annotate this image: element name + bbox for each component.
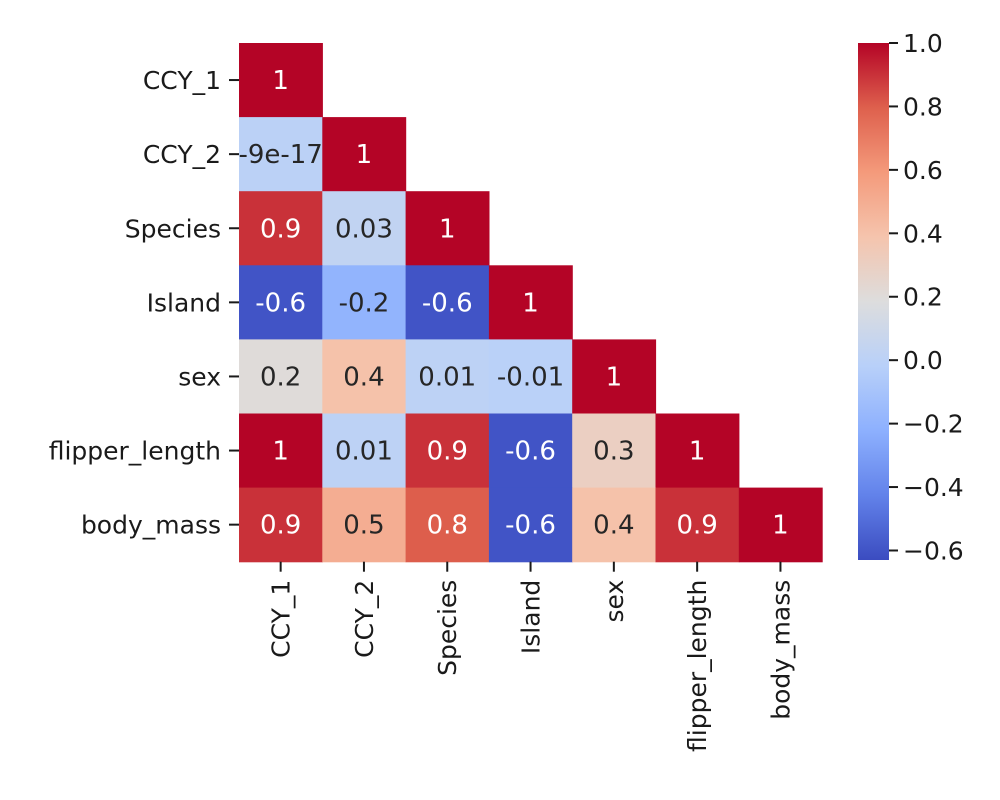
y-tick-label: CCY_1 (143, 66, 221, 95)
cell-annotation: -0.2 (339, 288, 390, 318)
heatmap-cell-flipper_length-flipper_length (655, 413, 740, 489)
x-tick-label: flipper_length (683, 580, 712, 752)
cell-annotation: 1 (356, 140, 373, 170)
x-axis: CCY_1 CCY_2 Species Island sex flipper_length… (267, 561, 795, 752)
cell-annotation: 0.01 (335, 437, 393, 467)
cell-annotation: -0.6 (505, 437, 556, 467)
heatmap-cell-Species-CCY_2 (322, 191, 407, 266)
y-tick-label: Species (125, 214, 221, 243)
y-tick-label: flipper_length (49, 437, 221, 466)
heatmap-cell-Island-CCY_2 (322, 265, 407, 340)
colorbar-tick-label: −0.2 (903, 410, 964, 439)
cell-annotation: 0.9 (427, 437, 468, 467)
cell-annotation: -9e-17 (238, 140, 322, 170)
cell-annotation: 0.9 (260, 214, 301, 244)
heatmap-cell-body_mass-CCY_1 (239, 487, 323, 563)
cell-annotation: -0.6 (255, 288, 306, 318)
cell-annotation: 0.5 (343, 511, 384, 541)
colorbar-tick-label: 0.0 (903, 346, 943, 375)
heatmap-cell-Species-CCY_1 (239, 191, 323, 266)
x-tick-label: body_mass (766, 580, 795, 720)
cell-annotation: 0.4 (343, 362, 384, 392)
cell-annotation: 1 (772, 511, 789, 541)
x-tick-label: Island (517, 580, 546, 654)
cell-annotation: 1 (606, 362, 623, 392)
heatmap-cell-Island-CCY_1 (239, 265, 323, 340)
cell-annotation: 0.4 (593, 511, 634, 541)
cell-annotation: 0.9 (260, 511, 301, 541)
x-tick-label: Species (433, 580, 462, 676)
cell-annotation: 1 (272, 437, 289, 467)
heatmap-cell-sex-CCY_1 (239, 339, 323, 415)
cell-annotation: 0.03 (335, 214, 393, 244)
heatmap-cell-sex-Species (405, 339, 490, 415)
colorbar: 1.0 0.8 0.6 0.4 0.2 0.0 −0.2 −0.4 −0.6 (858, 29, 964, 565)
colorbar-tick-label: 0.8 (903, 92, 943, 121)
x-tick-label: sex (600, 580, 629, 623)
heatmap-cell-body_mass-sex (572, 487, 657, 563)
heatmap-cell-CCY_2-CCY_1 (239, 117, 323, 192)
heatmap-cells: 1-9e-17 10.9 0.03 1-0.6 -0.2 -0.6 10.2 0.4 0.01-… (238, 43, 823, 563)
cell-annotation: -0.01 (497, 362, 564, 392)
heatmap-cell-body_mass-flipper_length (655, 487, 740, 563)
heatmap-cell-Species-Species (405, 191, 490, 266)
cell-annotation: 1 (522, 288, 539, 318)
heatmap-cell-body_mass-Island (488, 487, 573, 563)
y-tick-label: body_mass (81, 511, 221, 540)
y-tick-label: CCY_2 (143, 140, 221, 169)
colorbar-tick-label: −0.4 (903, 473, 964, 502)
heatmap-cell-body_mass-Species (405, 487, 490, 563)
colorbar-tick-label: 0.4 (903, 219, 943, 248)
y-tick-label: sex (178, 362, 221, 391)
cell-annotation: 1 (439, 214, 456, 244)
cell-annotation: -0.6 (505, 511, 556, 541)
cell-annotation: 0.01 (418, 362, 476, 392)
y-tick-label: Island (147, 288, 221, 317)
heatmap-cell-flipper_length-CCY_1 (239, 413, 323, 489)
cell-annotation: 1 (272, 66, 289, 96)
y-axis: CCY_1 CCY_2 Species Island sex flipper_length… (49, 66, 239, 540)
colorbar-tick-label: 0.6 (903, 156, 943, 185)
heatmap-cell-Island-Species (405, 265, 490, 340)
x-tick-label: CCY_1 (267, 580, 296, 658)
heatmap-cell-flipper_length-Island (488, 413, 573, 489)
heatmap-cell-flipper_length-sex (572, 413, 657, 489)
heatmap-cell-body_mass-CCY_2 (322, 487, 407, 563)
colorbar-tick-label: −0.6 (903, 536, 964, 565)
x-tick-label: CCY_2 (350, 580, 379, 658)
cell-annotation: 0.9 (676, 511, 717, 541)
heatmap-cell-body_mass-body_mass (738, 487, 823, 563)
cell-annotation: 0.8 (427, 511, 468, 541)
heatmap-cell-sex-sex (572, 339, 657, 415)
heatmap-cell-CCY_2-CCY_2 (322, 117, 407, 192)
colorbar-gradient (858, 43, 889, 560)
cell-annotation: 0.3 (593, 437, 634, 467)
heatmap-cell-sex-Island (488, 339, 573, 415)
heatmap-cell-Island-Island (488, 265, 573, 340)
heatmap-cell-flipper_length-CCY_2 (322, 413, 407, 489)
colorbar-tick-label: 1.0 (903, 29, 943, 58)
cell-annotation: 1 (689, 437, 706, 467)
heatmap-cell-flipper_length-Species (405, 413, 490, 489)
heatmap-cell-CCY_1-CCY_1 (239, 43, 323, 118)
heatmap-cell-sex-CCY_2 (322, 339, 407, 415)
colorbar-tick-label: 0.2 (903, 283, 943, 312)
cell-annotation: 0.2 (260, 362, 301, 392)
cell-annotation: -0.6 (422, 288, 473, 318)
